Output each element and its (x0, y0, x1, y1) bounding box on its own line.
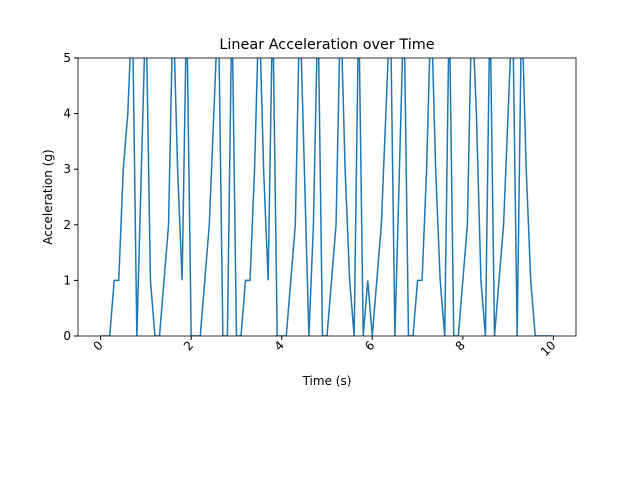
y-tick-label: 5 (63, 51, 71, 65)
y-tick-label: 3 (63, 162, 71, 176)
chart-title: Linear Acceleration over Time (219, 37, 434, 53)
data-line (100, 58, 554, 336)
y-tick-label: 1 (63, 273, 71, 287)
y-tick-label: 4 (63, 107, 71, 121)
axes-frame (77, 57, 577, 337)
y-tick-label: 0 (63, 329, 71, 343)
x-axis-label: Time (s) (302, 374, 352, 388)
y-tick-label: 2 (63, 218, 71, 232)
y-axis-label: Acceleration (g) (41, 149, 55, 244)
